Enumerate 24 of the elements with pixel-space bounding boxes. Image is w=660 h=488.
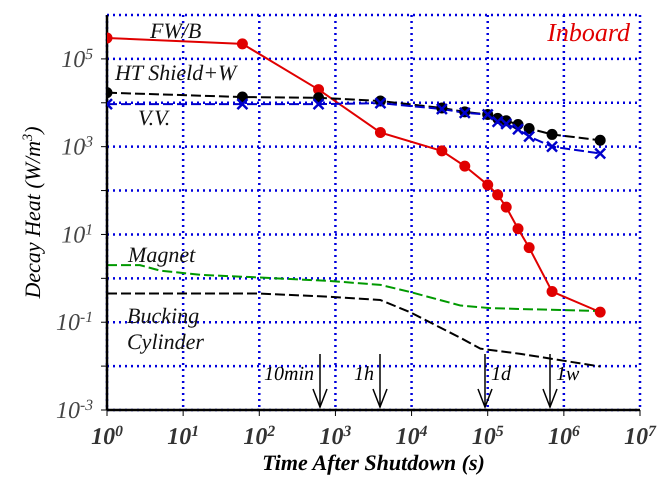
x-tick-label: 10$^{4}$ xyxy=(396,422,428,450)
x-tick-label: 10$^{5}$ xyxy=(472,422,504,450)
annotation: Inboard xyxy=(547,18,630,48)
series-label: Magnet xyxy=(128,242,197,268)
x-tick-label: 10$^{3}$ xyxy=(320,422,352,450)
y-tick-label: 10$^{1}$ xyxy=(61,220,93,248)
y-tick-label: 10$^{-3}$ xyxy=(56,396,94,424)
x-tick-label: 10$^{7}$ xyxy=(624,422,658,450)
series-label: V.V. xyxy=(138,105,172,131)
annotation: 1h xyxy=(354,363,374,385)
x-tick-label: 10$^{6}$ xyxy=(548,422,580,450)
series-label: FW/B xyxy=(150,18,202,44)
y-tick-label: 10$^{3}$ xyxy=(61,133,94,161)
y-tick-label: 10$^{-1}$ xyxy=(56,308,93,336)
x-axis-title: Time After Shutdown (s) xyxy=(262,450,485,475)
annotation: 10min xyxy=(264,363,314,385)
x-tick-label: 10$^{1}$ xyxy=(167,422,200,450)
x-tick-label: 10$^{0}$ xyxy=(91,422,124,450)
x-tick-label: 10$^{2}$ xyxy=(243,422,276,450)
annotation: 1d xyxy=(491,363,512,385)
series-label: Bucking Cylinder xyxy=(127,303,205,355)
series-label: HT Shield+W xyxy=(115,60,239,86)
annotation: 1w xyxy=(556,363,580,385)
y-tick-label: 10$^{5}$ xyxy=(61,45,94,73)
